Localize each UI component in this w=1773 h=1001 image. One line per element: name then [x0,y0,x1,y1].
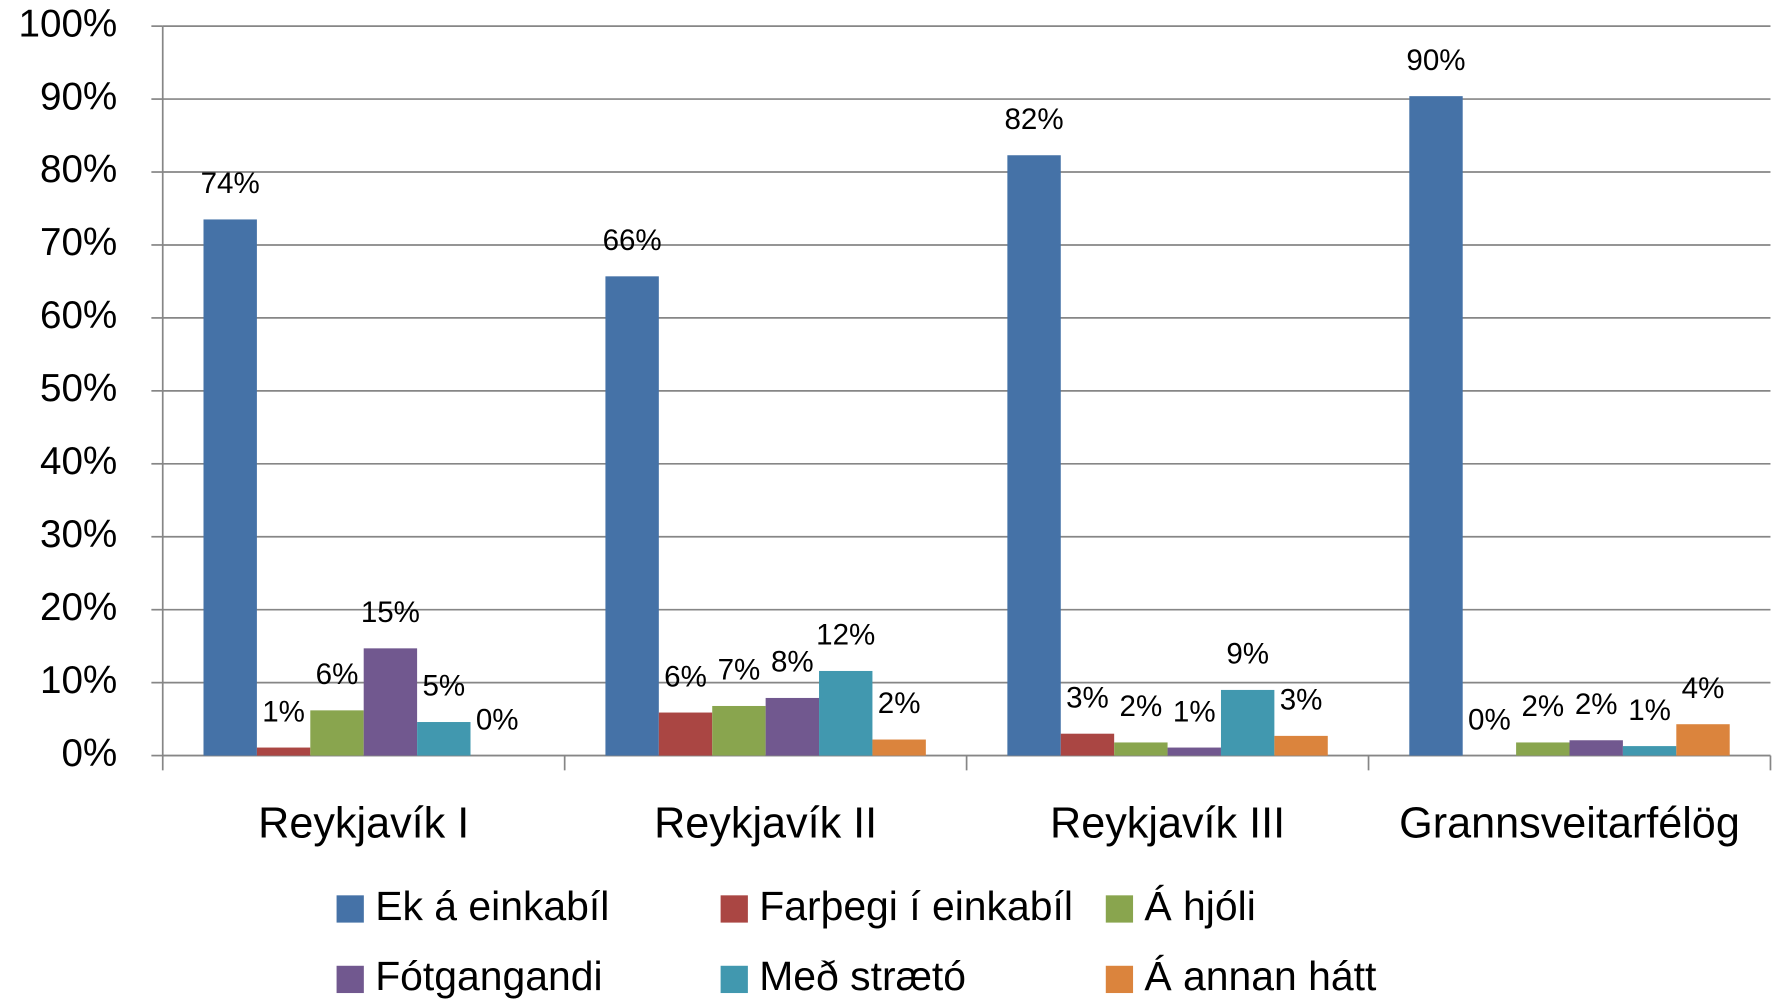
data-label: 1% [1173,695,1216,728]
y-tick-label: 40% [40,440,117,483]
data-label: 15% [361,596,420,629]
legend-swatch [336,895,364,923]
bar [712,705,766,756]
bar [310,710,364,756]
bar [1516,742,1570,756]
bar [1060,733,1115,756]
y-tick-label: 30% [40,513,117,556]
y-tick-label: 20% [40,586,117,629]
y-tick-label: 50% [40,367,117,410]
legend-swatch [1105,895,1134,923]
y-tick-label: 70% [40,221,117,264]
data-label: 6% [664,660,707,693]
data-label: 74% [201,167,260,200]
x-tick-label: Reykjavík I [258,799,469,847]
bar [203,219,257,756]
bar [1007,155,1061,756]
data-label: 1% [262,695,305,728]
legend-swatch [720,895,748,923]
y-tick-label: 60% [40,294,117,337]
bar [819,670,873,756]
y-tick-label: 100% [18,2,117,45]
data-label: 9% [1226,638,1269,671]
bar [1409,96,1463,756]
y-tick-label: 80% [40,148,117,191]
y-tick-label: 10% [40,659,117,702]
x-tick-label: Reykjavík III [1050,799,1285,847]
data-label: 2% [878,687,921,720]
data-label: 6% [316,658,359,691]
data-label: 3% [1066,681,1109,714]
bar [1220,689,1275,756]
bar [1676,724,1730,756]
bar [1622,746,1677,756]
bar [658,712,713,756]
bar [872,739,926,756]
legend-label: Ek á einkabíl [375,883,609,929]
bar [765,697,820,756]
bar [605,276,659,756]
data-label: 0% [476,703,519,736]
legend-swatch [720,965,748,994]
data-label: 5% [422,670,465,703]
data-label: 1% [1628,694,1671,727]
bar [417,722,471,756]
data-label: 66% [603,224,662,257]
legend-label: Farþegi í einkabíl [759,883,1073,929]
bar [1569,740,1623,756]
data-label: 3% [1280,684,1323,717]
legend-swatch [1105,965,1134,994]
data-label: 82% [1005,103,1064,136]
legend-swatch [336,965,364,994]
data-label: 2% [1521,690,1564,723]
x-tick-label: Reykjavík II [654,799,877,847]
data-label: 2% [1575,688,1618,721]
data-label: 12% [816,619,875,652]
bar [1114,742,1168,756]
bar [363,648,418,756]
data-label: 90% [1406,44,1465,77]
bar [1274,735,1328,756]
legend-label: Fótgangandi [375,953,602,999]
bar [256,747,311,756]
legend-label: Á annan hátt [1144,953,1377,999]
legend-label: Með strætó [759,953,966,999]
data-label: 0% [1468,703,1511,736]
data-label: 4% [1682,672,1725,705]
data-label: 2% [1120,690,1163,723]
y-tick-label: 0% [61,732,117,775]
y-tick-label: 90% [40,75,117,118]
bar [1167,747,1221,756]
x-tick-label: Grannsveitarfélög [1399,799,1740,847]
data-label: 7% [718,654,761,687]
data-label: 8% [771,646,814,679]
legend-label: Á hjóli [1144,883,1255,929]
